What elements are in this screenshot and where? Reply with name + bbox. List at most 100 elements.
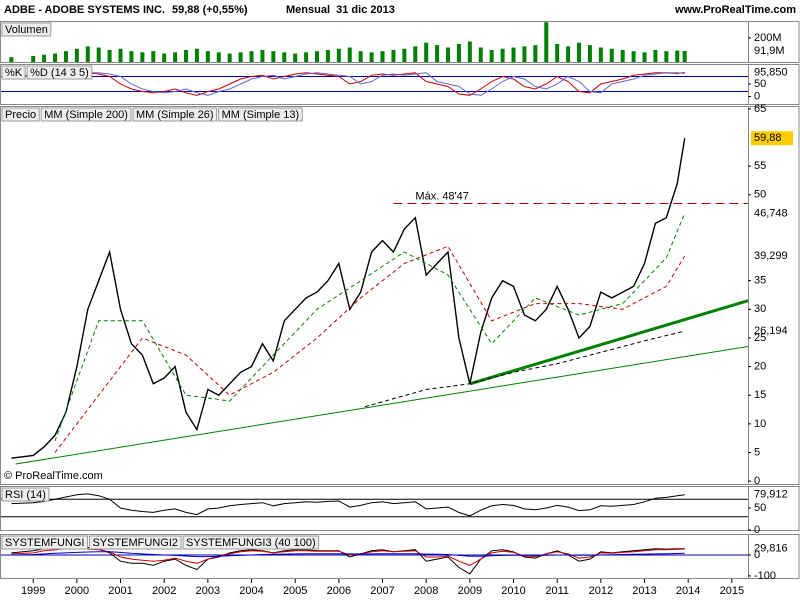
- x-tick-label: 2005: [283, 585, 307, 597]
- volume-bar: [184, 49, 189, 62]
- legend-label: SYSTEMFUNGI3 (40 100): [186, 537, 316, 549]
- x-tick-label: 2014: [676, 585, 700, 597]
- legend-box: [1, 107, 40, 122]
- volume-bar: [63, 51, 68, 62]
- volume-bar: [391, 49, 396, 62]
- legend-box: [1, 65, 26, 80]
- series-line: [11, 72, 685, 96]
- y-tick-label: 50: [754, 502, 766, 514]
- trendline: [15, 346, 749, 465]
- last-value-box: [751, 131, 793, 146]
- legend-box: [218, 107, 303, 122]
- volume-bar: [577, 42, 582, 62]
- x-tick-label: 2015: [720, 585, 744, 597]
- y-tick-label: 0: [754, 475, 760, 487]
- trendline: [469, 299, 749, 386]
- axis-frame: [748, 21, 800, 63]
- y-tick-label: -100: [754, 570, 776, 582]
- y-tick-label: 15: [754, 389, 766, 401]
- legend-box: [26, 65, 93, 80]
- volume-bar: [107, 49, 112, 62]
- x-tick-label: 2000: [65, 585, 89, 597]
- legend-label: MM (Simple 13): [222, 109, 300, 121]
- volume-bar: [260, 49, 265, 62]
- volume-bar: [413, 46, 418, 62]
- volume-bar: [205, 51, 210, 62]
- x-tick-label: 2012: [589, 585, 613, 597]
- volume-bar: [631, 51, 636, 62]
- volume-bar: [544, 22, 549, 62]
- volume-bar: [555, 43, 560, 62]
- x-tick-label: 2002: [152, 585, 176, 597]
- volume-bar: [511, 47, 516, 62]
- volume-bar: [304, 52, 309, 62]
- volume-bar: [347, 47, 352, 62]
- volume-bar: [31, 55, 36, 62]
- volume-bar: [271, 51, 276, 62]
- volume-bar: [282, 52, 287, 62]
- series-line: [11, 138, 686, 459]
- source: © ProRealTime.com: [4, 470, 103, 482]
- website: www.ProRealTime.com: [674, 4, 796, 16]
- volume-bar: [249, 51, 254, 62]
- last-value-label: 59,88: [754, 132, 782, 144]
- x-tick-label: 2010: [501, 585, 525, 597]
- annotation: Máx. 48'47: [415, 190, 468, 202]
- volume-bar: [369, 52, 374, 62]
- legend-label: %K: [5, 67, 23, 79]
- volume-bar: [682, 50, 687, 62]
- volume-bar: [162, 53, 167, 62]
- last-value-label: 79,912: [754, 489, 788, 501]
- series-line: [11, 551, 685, 558]
- legend-label: SYSTEMFUNGI: [5, 537, 84, 549]
- period: Mensual 31 dic 2013: [286, 4, 395, 16]
- legend-label: MM (Simple 200): [44, 109, 128, 121]
- y-tick-label: 200M: [754, 32, 782, 44]
- volume-bar: [358, 51, 363, 62]
- volume-bar: [446, 47, 451, 62]
- volume-bar: [653, 49, 658, 62]
- axis-frame: [748, 534, 800, 579]
- y-tick-label: 35: [754, 275, 766, 287]
- legend-label: RSI (14): [5, 489, 46, 501]
- y-tick-label: 55: [754, 160, 766, 172]
- volume-bar: [293, 53, 298, 62]
- volume-bar: [664, 51, 669, 62]
- legend-box: [1, 487, 50, 502]
- volume-bar: [336, 48, 341, 62]
- volume-bar: [435, 45, 440, 62]
- y-tick-label: 65: [754, 103, 766, 115]
- last-value-label: 29,816: [754, 543, 788, 555]
- x-tick-label: 2003: [196, 585, 220, 597]
- volume-bar: [456, 43, 461, 62]
- series-line: [11, 546, 685, 575]
- x-tick-label: 2006: [327, 585, 351, 597]
- y-tick-label: 10: [754, 418, 766, 430]
- chart-title: ADBE - ADOBE SYSTEMS INC.: [4, 4, 165, 16]
- volume-bar: [227, 53, 232, 62]
- legend-label: MM (Simple 26): [136, 109, 214, 121]
- volume-bar: [315, 51, 320, 62]
- last-value-label: 91,9M: [754, 45, 785, 57]
- volume-bar: [129, 51, 134, 62]
- x-tick-label: 2009: [458, 585, 482, 597]
- volume-bar: [53, 53, 58, 62]
- series-line: [364, 330, 685, 408]
- x-tick-label: 2008: [414, 585, 438, 597]
- panel-frame: [0, 106, 749, 485]
- axis-frame: [748, 64, 800, 105]
- volume-bar: [85, 46, 90, 62]
- volume-bar: [140, 52, 145, 62]
- last-value-label: 26,194: [754, 325, 788, 337]
- volume-bar: [74, 48, 79, 62]
- volume-bar: [151, 51, 156, 62]
- volume-bar: [173, 52, 178, 62]
- y-tick-label: 25: [754, 332, 766, 344]
- panel-frame: [0, 64, 749, 105]
- x-tick-label: 2001: [108, 585, 132, 597]
- series-line: [54, 245, 686, 453]
- volume-bar: [478, 47, 483, 62]
- volume-bar: [620, 49, 625, 62]
